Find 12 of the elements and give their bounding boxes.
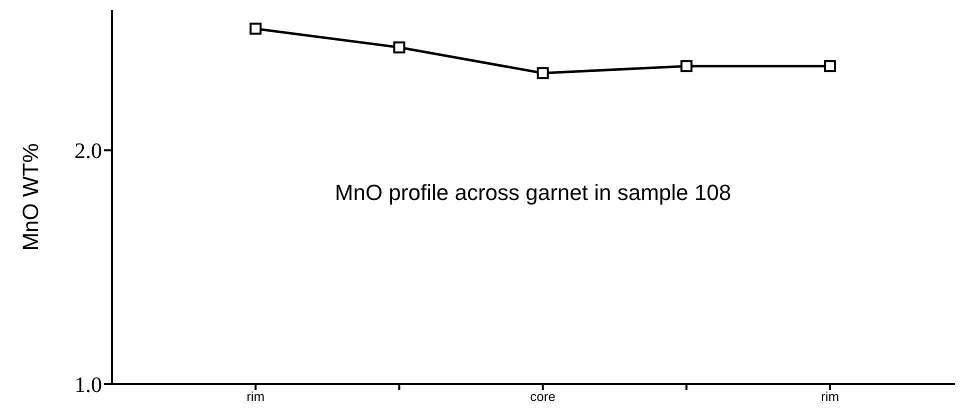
- point: [536, 67, 549, 80]
- point: [824, 60, 836, 72]
- point: [393, 41, 406, 54]
- text: MnO profile across garnet in sample 108: [334, 180, 732, 205]
- y-tick-label: 1.0: [74, 372, 102, 397]
- point: [250, 22, 262, 35]
- y-axis-title: MnO WT%: [18, 143, 43, 251]
- x-tick-label: rim: [246, 389, 265, 404]
- x-tick-label: rim: [821, 389, 840, 404]
- y-tick-label: 2.0: [74, 138, 102, 164]
- x-tick-label: core: [530, 389, 556, 404]
- point: [680, 60, 692, 72]
